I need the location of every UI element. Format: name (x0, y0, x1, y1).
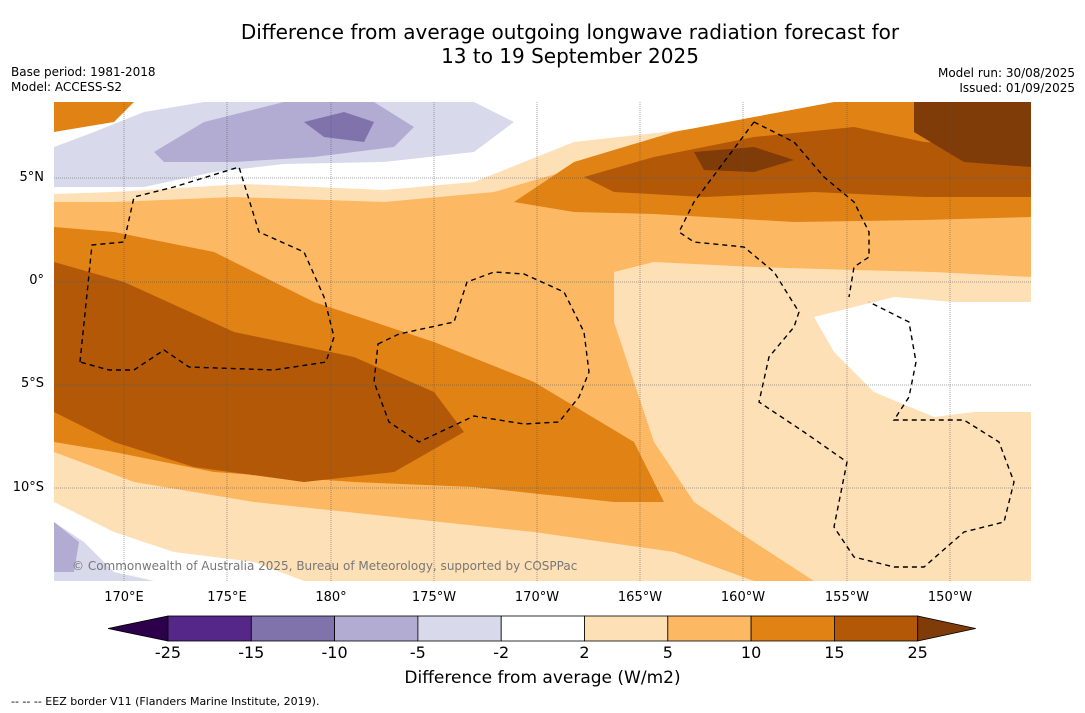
issued-date: Issued: 01/09/2025 (959, 81, 1075, 95)
lon-label-170e: 170°E (104, 590, 144, 605)
colorbar-cell (750, 615, 835, 642)
lon-label-170w: 170°W (514, 590, 560, 605)
colorbar-title: Difference from average (W/m2) (404, 668, 681, 688)
fill-neg-10-sw (54, 522, 79, 572)
colorbar-cell (167, 615, 252, 642)
map-title: Difference from average outgoing longwav… (0, 20, 1085, 68)
colorbar-tick-label: 25 (907, 643, 928, 662)
lon-label-150w: 150°W (927, 590, 973, 605)
lat-label-0: 0° (29, 273, 44, 288)
lon-label-180: 180° (315, 590, 347, 605)
colorbar-cell (250, 615, 336, 642)
fill-neg-15-north (304, 112, 374, 142)
eez-footnote: -- -- -- EEZ border V11 (Flanders Marine… (11, 695, 320, 708)
run-info: Model run: 30/08/2025 Issued: 01/09/2025 (938, 66, 1075, 96)
fill-neutral-sw (54, 502, 304, 581)
model-name: Model: ACCESS-S2 (11, 80, 123, 94)
colorbar-cell (500, 615, 585, 642)
fill-neg-5-sw (54, 522, 154, 581)
lon-label-175w: 175°W (411, 590, 457, 605)
colorbar-cells (108, 615, 976, 642)
colorbar-tick-label: -5 (409, 643, 426, 662)
lat-label-5n: 5°N (19, 170, 45, 185)
colorbar-cell (417, 615, 502, 642)
fill-15-25-sw (54, 262, 464, 482)
lat-label-10s: 10°S (12, 480, 44, 495)
colorbar (108, 615, 976, 642)
colorbar-tick-label: -2 (493, 643, 510, 662)
colorbar-cell (667, 615, 752, 642)
colorbar-tick-label: -15 (238, 643, 265, 662)
lon-label-155w: 155°W (824, 590, 870, 605)
colorbar-min-arrow (108, 615, 169, 642)
colorbar-tick-label: 10 (740, 643, 762, 662)
lon-label-175e: 175°E (207, 590, 247, 605)
colorbar-cell (834, 615, 919, 642)
fill-15-25-ne (584, 127, 1031, 197)
map-credit: © Commonwealth of Australia 2025, Bureau… (72, 559, 577, 573)
colorbar-cell (584, 615, 669, 642)
fill-10-15-nw (54, 102, 134, 132)
model-run: Model run: 30/08/2025 (937, 66, 1075, 80)
lon-label-165w: 165°W (617, 590, 663, 605)
colorbar-max-arrow (917, 615, 976, 642)
fill-neutral-east (814, 297, 1031, 417)
title-line-1: Difference from average outgoing longwav… (240, 20, 900, 44)
colorbar-cell (334, 615, 419, 642)
contour-fills (54, 102, 1031, 581)
colorbar-tick-label: 2 (579, 643, 590, 662)
lat-label-5s: 5°S (20, 376, 44, 391)
fill-2-5-south (54, 452, 754, 581)
colorbar-tick-label: 5 (662, 643, 673, 662)
lon-label-160w: 160°W (720, 590, 766, 605)
fill-gt25-ne (914, 102, 1031, 167)
anomaly-map: © Commonwealth of Australia 2025, Bureau… (54, 102, 1031, 581)
model-info: Base period: 1981-2018 Model: ACCESS-S2 (11, 65, 156, 95)
fill-gt25-ne-small (694, 147, 794, 172)
eez-borders (79, 121, 1015, 568)
colorbar-tick-label: -10 (321, 643, 348, 662)
title-line-2: 13 to 19 September 2025 (441, 44, 699, 68)
colorbar-tick-label: -25 (154, 643, 182, 662)
colorbar-tick-label: 15 (824, 643, 845, 662)
base-period: Base period: 1981-2018 (11, 65, 156, 79)
